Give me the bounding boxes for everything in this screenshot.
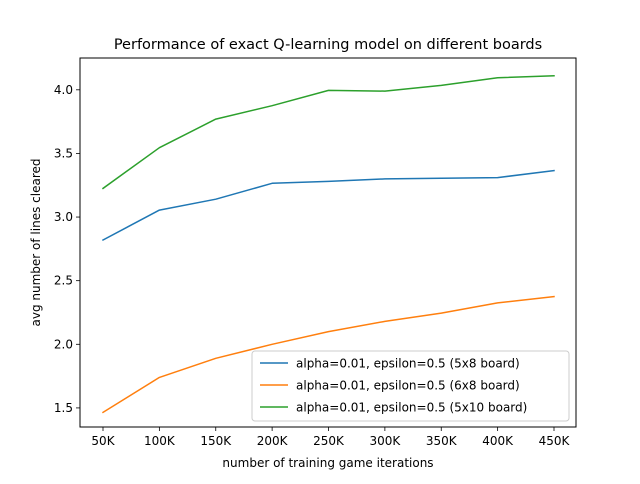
series-line-1 xyxy=(101,169,555,242)
y-tick-label: 4.0 xyxy=(54,83,73,97)
legend-label: alpha=0.01, epsilon=0.5 (5x8 board) xyxy=(296,357,520,371)
legend-item: alpha=0.01, epsilon=0.5 (5x10 board) xyxy=(260,401,527,415)
y-axis: 1.5 2.0 2.5 3.0 3.5 4.0 xyxy=(54,83,80,415)
x-tick-label: 300K xyxy=(369,434,401,448)
y-axis-label: avg number of lines cleared xyxy=(29,159,43,327)
x-tick-label: 200K xyxy=(257,434,289,448)
y-tick-label: 2.5 xyxy=(54,274,73,288)
legend: alpha=0.01, epsilon=0.5 (5x8 board) alpha… xyxy=(251,350,570,422)
y-tick-label: 1.5 xyxy=(54,401,73,415)
y-tick-label: 3.0 xyxy=(54,210,73,224)
x-tick-label: 150K xyxy=(200,434,232,448)
y-tick-label: 3.5 xyxy=(54,146,73,160)
x-tick-label: 100K xyxy=(144,434,176,448)
legend-item: alpha=0.01, epsilon=0.5 (5x8 board) xyxy=(260,357,520,371)
legend-item: alpha=0.01, epsilon=0.5 (6x8 board) xyxy=(260,379,520,393)
series-line-3 xyxy=(101,75,555,190)
x-axis: 50K 100K 150K 200K 250K 300K 350K 400K 450K xyxy=(91,427,571,448)
chart-title: Performance of exact Q-learning model on… xyxy=(114,37,542,53)
legend-label: alpha=0.01, epsilon=0.5 (5x10 board) xyxy=(296,401,527,415)
legend-label: alpha=0.01, epsilon=0.5 (6x8 board) xyxy=(296,379,520,393)
legend-box xyxy=(251,350,570,422)
plot-lines xyxy=(101,75,555,414)
x-tick-label: 450K xyxy=(539,434,571,448)
x-tick-label: 250K xyxy=(313,434,345,448)
x-axis-label: number of training game iterations xyxy=(222,456,433,470)
x-tick-label: 50K xyxy=(91,434,115,448)
x-tick-label: 400K xyxy=(482,434,514,448)
x-tick-label: 350K xyxy=(426,434,458,448)
series-line-2 xyxy=(101,295,555,414)
plot-frame xyxy=(79,57,577,428)
y-tick-label: 2.0 xyxy=(54,337,73,351)
